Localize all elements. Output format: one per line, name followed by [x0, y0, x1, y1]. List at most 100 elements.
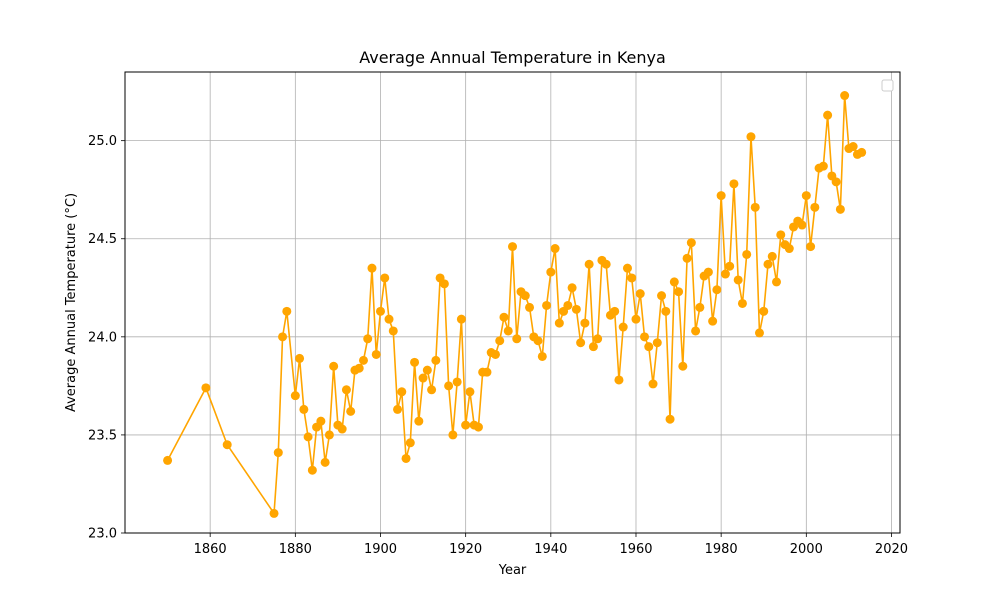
data-point [797, 220, 807, 230]
data-point [635, 289, 645, 299]
data-point [742, 249, 752, 259]
data-point [273, 448, 283, 458]
data-point [320, 457, 330, 467]
data-point [375, 306, 385, 316]
data-point [601, 259, 611, 269]
data-point [525, 302, 535, 312]
data-point [461, 420, 471, 430]
data-point [452, 377, 462, 387]
data-point [593, 334, 603, 344]
data-point [818, 161, 828, 171]
data-point [563, 300, 573, 310]
data-point [759, 306, 769, 316]
data-point [640, 332, 650, 342]
y-tick-label: 24.5 [88, 232, 117, 247]
data-point [278, 332, 288, 342]
data-point [652, 338, 662, 348]
data-point [580, 318, 590, 328]
y-axis-label: Average Annual Temperature (°C) [64, 193, 79, 412]
x-tick-label: 1940 [534, 542, 567, 557]
data-point [763, 259, 773, 269]
series-layer [163, 91, 867, 518]
data-point [754, 328, 764, 338]
data-point [733, 275, 743, 285]
data-point [644, 342, 654, 352]
data-point [848, 142, 858, 152]
y-tick-label: 23.0 [88, 527, 117, 542]
data-point [674, 287, 684, 297]
data-point [542, 300, 552, 310]
data-point [695, 302, 705, 312]
x-tick-label: 1920 [449, 542, 482, 557]
x-tick-label: 1980 [705, 542, 738, 557]
data-point [503, 326, 513, 336]
x-tick-label: 2020 [875, 542, 908, 557]
data-point [750, 202, 760, 212]
data-point [401, 453, 411, 463]
data-point [418, 373, 428, 383]
data-point [840, 91, 850, 101]
data-point [495, 336, 505, 346]
data-point [610, 306, 620, 316]
data-point [295, 353, 305, 363]
data-point [627, 273, 637, 283]
data-point [393, 404, 403, 414]
y-tick-label: 24.0 [88, 330, 117, 345]
data-point [337, 424, 347, 434]
data-point [410, 357, 420, 367]
data-point [725, 261, 735, 271]
data-point [508, 242, 517, 252]
data-point [823, 110, 833, 120]
data-point [384, 314, 394, 324]
data-point [571, 304, 581, 314]
data-point [618, 322, 628, 332]
data-point [729, 179, 739, 189]
data-point [576, 338, 586, 348]
data-point [307, 465, 317, 475]
data-point [678, 361, 688, 371]
y-tick-label: 25.0 [88, 134, 117, 149]
data-point [380, 273, 390, 283]
data-point [567, 283, 577, 293]
data-point [520, 291, 530, 301]
data-point [427, 385, 437, 395]
data-point [767, 251, 777, 261]
data-point [439, 279, 449, 289]
data-point [341, 385, 351, 395]
data-point [801, 191, 811, 201]
data-point [746, 132, 756, 142]
data-point [269, 508, 279, 518]
data-point [682, 253, 692, 263]
data-point [465, 387, 475, 397]
data-point [422, 365, 432, 375]
data-point [303, 432, 313, 442]
data-point [490, 349, 500, 359]
data-point [405, 438, 415, 448]
data-point [806, 242, 816, 252]
data-point [282, 306, 292, 316]
data-point [512, 334, 522, 344]
data-point [716, 191, 726, 201]
data-point [324, 430, 334, 440]
chart-title: Average Annual Temperature in Kenya [359, 48, 666, 67]
data-point [456, 314, 466, 324]
data-point [622, 263, 632, 273]
x-tick-label: 1960 [619, 542, 652, 557]
data-point [703, 267, 713, 277]
data-point [588, 342, 598, 352]
data-point [686, 238, 696, 248]
plot-frame [124, 71, 901, 534]
data-point [397, 387, 407, 397]
data-point [537, 351, 547, 361]
data-point [669, 277, 679, 287]
data-point [299, 404, 309, 414]
grid-layer [125, 72, 900, 534]
tick-layer: 1860 1880 1900 1920 1940 1960 1980 2000 2020 23.0… [88, 134, 908, 557]
data-point [329, 361, 339, 371]
x-tick-label: 1880 [279, 542, 312, 557]
data-point [835, 204, 845, 214]
data-point [712, 285, 722, 295]
data-point [657, 291, 667, 301]
data-point [810, 202, 820, 212]
data-point [737, 298, 747, 308]
